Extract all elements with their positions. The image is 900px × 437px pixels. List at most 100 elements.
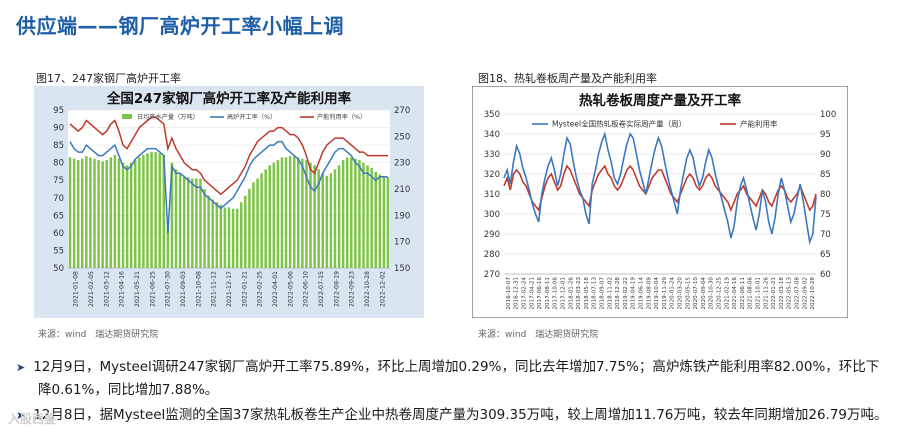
x-tick-label: 2022-09-02 <box>802 277 808 310</box>
bar <box>191 178 194 268</box>
bar <box>101 161 104 268</box>
x-tick-label: 2022-08-19 <box>333 271 340 307</box>
x-tick: 2022-12-02 <box>379 271 386 307</box>
x-tick-label: 2016-10-07 <box>506 277 512 310</box>
x-tick: 2020-10-30 <box>709 277 715 310</box>
bullet-arrow-icon: ➤ <box>16 361 26 374</box>
x-tick-label: 2020-03-20 <box>678 277 684 310</box>
x-tick-label: 2022-04-01 <box>272 271 279 307</box>
chart-title: 热轧卷板周度产量及开工率 <box>579 92 741 109</box>
bullet-furnace-rate: ➤ 12月9日，Mysteel调研247家钢厂高炉开工率75.89%，环比上周增加… <box>16 356 879 401</box>
x-tick: 2019-04-19 <box>631 277 637 310</box>
x-tick-label: 2017-10-06 <box>553 277 559 310</box>
bar <box>370 167 373 268</box>
x-tick-label: 2020-09-04 <box>701 277 707 310</box>
bar <box>329 173 333 268</box>
x-tick-label: 2022-10-28 <box>810 277 816 310</box>
x-tick-label: 2020-01-24 <box>670 277 676 310</box>
x-tick: 2017-08-11 <box>545 277 551 310</box>
x-tick-label: 2017-06-16 <box>537 277 543 310</box>
x-tick: 2020-03-20 <box>678 277 684 310</box>
x-tick: 2017-12-01 <box>561 277 567 310</box>
bar <box>288 156 292 268</box>
bar <box>138 157 141 268</box>
y-right-tick-label: 70 <box>820 230 831 240</box>
x-tick: 2022-05-13 <box>787 277 793 310</box>
x-tick-label: 2021-04-16 <box>119 271 126 307</box>
bar <box>199 178 202 268</box>
x-tick: 2019-10-04 <box>654 277 660 310</box>
bar <box>133 160 137 268</box>
y-right-tick-label: 100 <box>820 110 836 120</box>
x-tick-label: 2021-09-03 <box>180 271 187 307</box>
x-tick: 2018-11-02 <box>607 277 613 310</box>
right-source-note: 来源：wind 瑞达期货研究院 <box>478 330 599 340</box>
y-right-tick-label: 75 <box>820 210 831 220</box>
chart-title: 全国247家钢厂高炉开工率及产能利用率 <box>106 90 352 107</box>
bar <box>354 158 357 268</box>
x-tick: 2022-10-28 <box>364 271 371 307</box>
x-tick-label: 2022-09-23 <box>349 271 356 307</box>
y-left-tick-label: 340 <box>484 130 500 140</box>
x-tick-label: 2018-05-18 <box>584 277 590 310</box>
x-tick-label: 2020-12-25 <box>717 277 723 310</box>
y-right-tick-label: 250 <box>394 132 410 142</box>
x-tick-label: 2019-10-04 <box>654 277 660 310</box>
x-tick-label: 2021-02-19 <box>724 277 730 310</box>
x-tick: 2021-05-21 <box>134 271 141 307</box>
y-left-tick-label: 80 <box>53 159 64 169</box>
bar <box>284 157 288 268</box>
bar <box>256 178 259 268</box>
x-tick-label: 2017-08-11 <box>545 277 551 310</box>
bar <box>321 173 325 268</box>
bar <box>215 202 219 268</box>
bar <box>260 173 263 268</box>
x-tick: 2021-01-08 <box>73 271 80 307</box>
x-tick-label: 2022-02-25 <box>257 271 264 307</box>
x-tick: 2018-05-18 <box>584 277 590 310</box>
bar <box>301 158 304 268</box>
x-tick: 2021-07-30 <box>165 271 172 307</box>
x-tick-label: 2018-03-23 <box>576 277 582 310</box>
x-tick: 2017-10-06 <box>553 277 559 310</box>
x-tick-label: 2021-04-16 <box>732 277 738 310</box>
x-tick: 2021-08-06 <box>748 277 754 310</box>
x-tick: 2017-02-24 <box>522 277 528 310</box>
x-tick-label: 2018-07-13 <box>592 277 598 310</box>
x-tick-label: 2021-03-12 <box>103 271 110 307</box>
x-tick-label: 2021-11-26 <box>763 277 769 310</box>
legend-label: 产能利用率（%） <box>317 113 366 121</box>
x-tick-label: 2021-01-08 <box>73 271 80 307</box>
bar <box>85 156 88 268</box>
bar <box>382 175 386 268</box>
x-tick: 2021-09-03 <box>180 271 187 307</box>
y-left-tick-label: 290 <box>484 230 500 240</box>
y-right-tick-label: 270 <box>394 106 410 116</box>
x-tick-label: 2017-12-01 <box>561 277 567 310</box>
x-tick-label: 2019-06-14 <box>639 277 645 310</box>
bar <box>317 169 320 268</box>
bar <box>345 157 349 268</box>
x-tick-label: 2022-07-08 <box>795 277 801 310</box>
y-left-tick-label: 55 <box>53 246 64 256</box>
y-left-tick-label: 300 <box>484 210 500 220</box>
bar <box>276 160 280 268</box>
bar <box>272 162 276 268</box>
x-tick-label: 2021-10-08 <box>195 271 202 307</box>
bar <box>76 160 80 268</box>
bullet-1-line-2: 降0.61%，同比增加7.88%。 <box>38 382 219 398</box>
bar <box>386 177 390 268</box>
chart-hot-rolled: 热轧卷板周度产量及开工率 270 280 290 300 310 320 330 340 350 6… <box>472 86 848 318</box>
y-right-tick-label: 90 <box>820 150 831 160</box>
bar <box>121 162 125 268</box>
bar <box>313 165 316 268</box>
bar <box>174 169 178 268</box>
x-tick: 2022-03-18 <box>779 277 785 310</box>
x-tick-label: 2022-05-13 <box>787 277 793 310</box>
legend-label: 产能利用率 <box>740 119 778 129</box>
bar <box>378 174 382 268</box>
x-tick: 2021-03-12 <box>103 271 110 307</box>
bar <box>239 202 243 268</box>
x-tick: 2018-01-26 <box>568 277 574 310</box>
x-tick-label: 2021-02-05 <box>88 271 95 307</box>
